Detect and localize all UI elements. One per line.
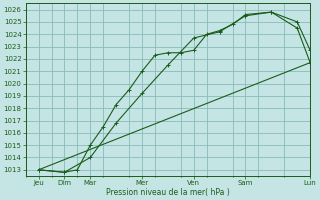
X-axis label: Pression niveau de la mer( hPa ): Pression niveau de la mer( hPa ) bbox=[106, 188, 230, 197]
